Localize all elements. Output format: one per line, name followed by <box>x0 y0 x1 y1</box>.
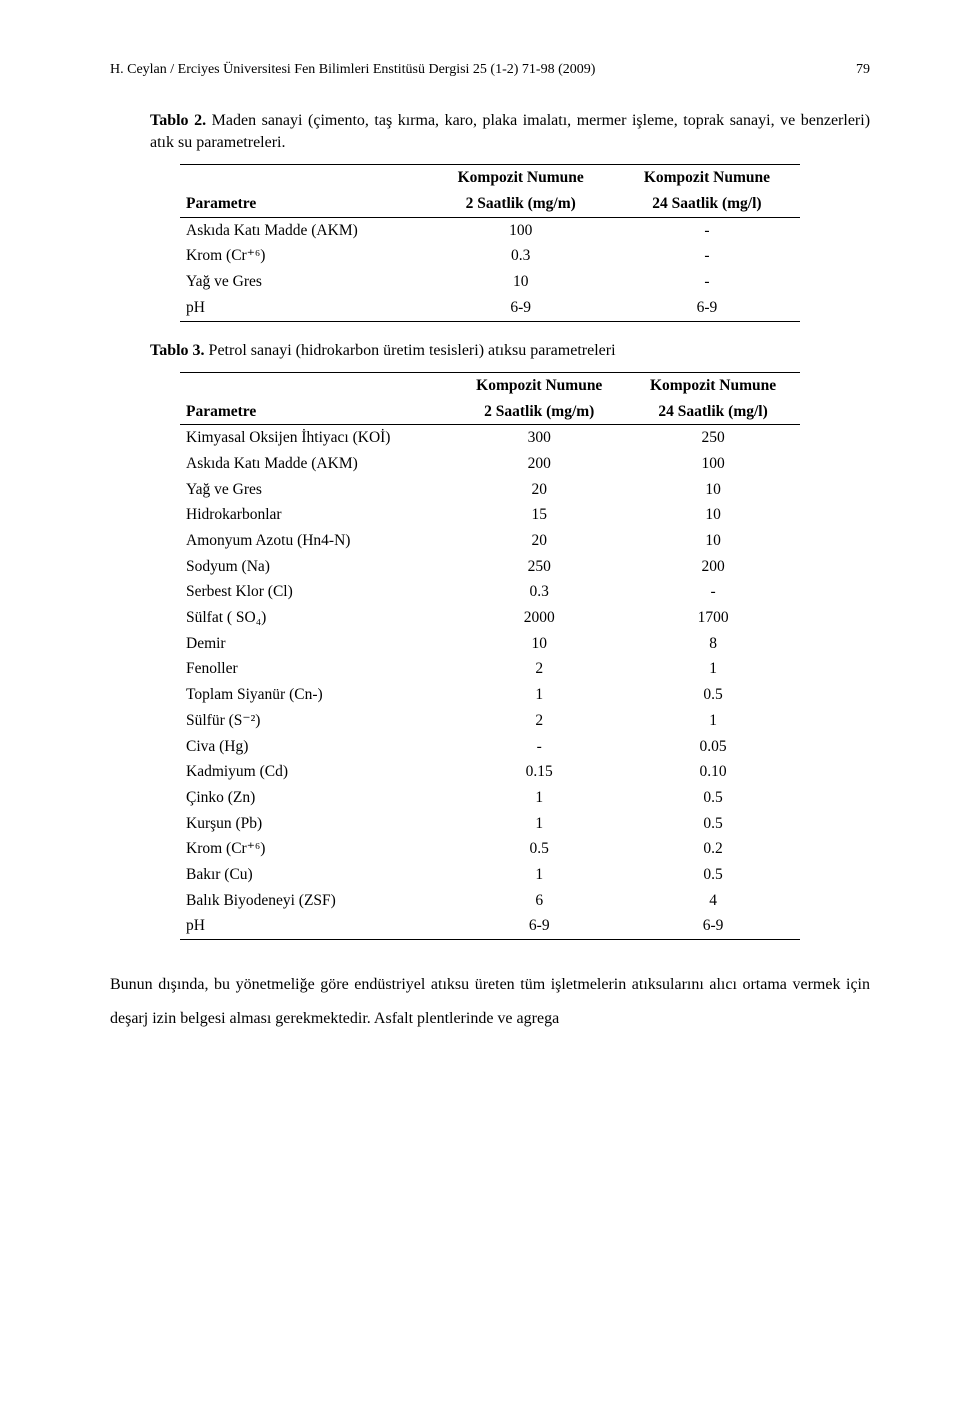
running-header: H. Ceylan / Erciyes Üniversitesi Fen Bil… <box>110 60 870 80</box>
table-row: Yağ ve Gres2010 <box>180 477 800 503</box>
table2-caption-text: Maden sanayi (çimento, taş kırma, karo, … <box>150 112 870 151</box>
table3-param-head: Parametre <box>180 399 452 425</box>
table3-col2-head-b: 24 Saatlik (mg/l) <box>626 399 800 425</box>
header-text: H. Ceylan / Erciyes Üniversitesi Fen Bil… <box>110 62 595 77</box>
table-row: Demir108 <box>180 631 800 657</box>
table-row: Yağ ve Gres 10 - <box>180 269 800 295</box>
table3-caption: Tablo 3. Petrol sanayi (hidrokarbon üret… <box>150 340 870 362</box>
table-row: Kadmiyum (Cd)0.150.10 <box>180 759 800 785</box>
table-row: Sülfür (S⁻²)21 <box>180 708 800 734</box>
table-row: Balık Biyodeneyi (ZSF)64 <box>180 888 800 914</box>
table-row: Bakır (Cu)10.5 <box>180 862 800 888</box>
table-row: pH6-96-9 <box>180 913 800 939</box>
table2-param-head: Parametre <box>180 191 428 217</box>
table3-caption-text: Petrol sanayi (hidrokarbon üretim tesisl… <box>209 342 616 359</box>
table2-caption-label: Tablo 2. <box>150 112 206 129</box>
table-row: Serbest Klor (Cl)0.3- <box>180 579 800 605</box>
table2: Kompozit Numune Kompozit Numune Parametr… <box>180 164 800 321</box>
table-row: Amonyum Azotu (Hn4-N)2010 <box>180 528 800 554</box>
table-row: Sülfat ( SO₄)20001700 <box>180 605 800 631</box>
table2-col2-head-b: 24 Saatlik (mg/l) <box>614 191 800 217</box>
table-row: Krom (Cr⁺⁶)0.50.2 <box>180 836 800 862</box>
table-row: Toplam Siyanür (Cn-)10.5 <box>180 682 800 708</box>
table-row: Askıda Katı Madde (AKM)200100 <box>180 451 800 477</box>
table3-col1-head-a: Kompozit Numune <box>452 372 626 398</box>
table2-col1-head-b: 2 Saatlik (mg/m) <box>428 191 614 217</box>
table-row: Askıda Katı Madde (AKM) 100 - <box>180 217 800 243</box>
table-row: Krom (Cr⁺⁶) 0.3 - <box>180 243 800 269</box>
body-paragraph: Bunun dışında, bu yönetmeliğe göre endüs… <box>110 968 870 1035</box>
table-row: Çinko (Zn)10.5 <box>180 785 800 811</box>
page-number: 79 <box>856 60 870 80</box>
table-row: Sodyum (Na)250200 <box>180 554 800 580</box>
table-row: Kimyasal Oksijen İhtiyacı (KOİ)300250 <box>180 425 800 451</box>
table-row: Hidrokarbonlar1510 <box>180 502 800 528</box>
table2-col2-head-a: Kompozit Numune <box>614 165 800 191</box>
table-row: Civa (Hg)-0.05 <box>180 734 800 760</box>
table3-col1-head-b: 2 Saatlik (mg/m) <box>452 399 626 425</box>
table3-caption-label: Tablo 3. <box>150 342 205 359</box>
table3: Kompozit Numune Kompozit Numune Parametr… <box>180 372 800 940</box>
table-row: pH 6-9 6-9 <box>180 295 800 321</box>
table2-col1-head-a: Kompozit Numune <box>428 165 614 191</box>
table2-caption: Tablo 2. Maden sanayi (çimento, taş kırm… <box>150 110 870 155</box>
table3-col2-head-a: Kompozit Numune <box>626 372 800 398</box>
table-row: Kurşun (Pb)10.5 <box>180 811 800 837</box>
table-row: Fenoller21 <box>180 656 800 682</box>
